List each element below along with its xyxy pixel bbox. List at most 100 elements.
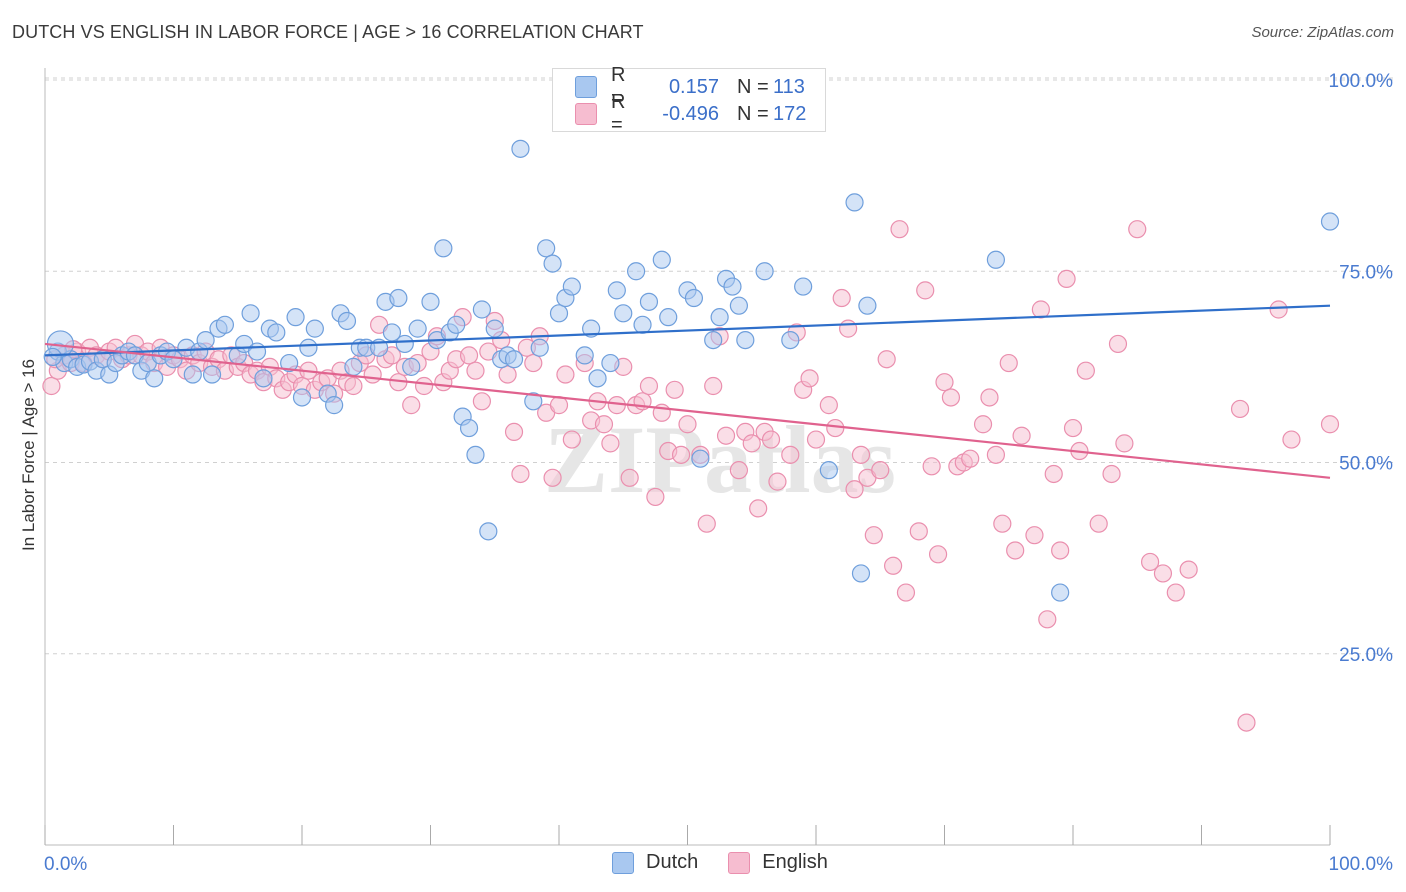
english-point: [459, 346, 479, 365]
english-point: [671, 445, 691, 464]
english-point: [961, 449, 980, 468]
english-trend-line: [44, 342, 1331, 479]
english-point: [1179, 560, 1198, 579]
english-point: [1031, 300, 1050, 319]
dutch-point: [344, 357, 363, 376]
dutch-swatch: [575, 76, 597, 98]
y-tick-label: 50.0%: [1339, 454, 1393, 475]
english-point: [639, 376, 659, 396]
dutch-point: [819, 461, 838, 480]
english-point: [973, 415, 993, 434]
english-point: [1140, 552, 1160, 572]
dutch-point: [723, 277, 742, 296]
y-tick-label: 25.0%: [1339, 645, 1393, 666]
dutch-point: [524, 392, 543, 411]
english-point: [1108, 334, 1128, 354]
english-point: [665, 380, 684, 399]
legend-label-english: English: [762, 851, 828, 873]
series-legend: Dutch English: [612, 851, 858, 874]
dutch-point: [639, 292, 659, 311]
dutch-point: [588, 369, 607, 388]
dutch-point: [575, 346, 594, 365]
dutch-point: [247, 342, 267, 361]
dutch-point: [1051, 583, 1070, 602]
dutch-point: [215, 315, 234, 334]
english-point: [909, 522, 928, 541]
english-point: [819, 396, 838, 415]
dutch-point: [543, 254, 562, 273]
trend-lines: [44, 304, 1331, 479]
n-label: N =: [737, 75, 769, 98]
english-point: [1102, 464, 1121, 484]
dutch-point: [267, 323, 286, 342]
r-label: R =: [611, 64, 626, 109]
english-point: [1230, 399, 1250, 419]
english-point: [511, 464, 530, 484]
english-point: [601, 434, 620, 453]
english-point: [466, 361, 485, 380]
correlation-legend: R = 0.157 N = 113 R = -0.496 N = 172: [552, 64, 826, 136]
english-point: [1089, 514, 1108, 533]
dutch-point: [845, 193, 864, 212]
axes: [44, 68, 1331, 846]
n-value: 172: [773, 102, 807, 125]
english-point: [1153, 564, 1173, 583]
english-point: [916, 281, 935, 300]
dutch-point: [299, 338, 318, 357]
x-tick-labels: 0.0% 100.0%: [44, 854, 1393, 875]
r-label: R =: [611, 91, 626, 136]
dutch-point: [389, 288, 408, 308]
dutch-point: [626, 262, 646, 281]
dutch-point: [1320, 212, 1340, 231]
y-axis-label: In Labor Force | Age > 16: [19, 359, 38, 551]
legend-item-dutch[interactable]: Dutch: [612, 851, 698, 874]
english-point: [562, 430, 581, 449]
english-point: [1051, 541, 1070, 560]
dutch-point: [684, 288, 704, 308]
english-point: [781, 445, 800, 464]
dutch-point: [286, 308, 305, 327]
chart-title: DUTCH VS ENGLISH IN LABOR FORCE | AGE > …: [12, 22, 644, 42]
english-point: [697, 514, 716, 533]
english-point: [42, 376, 61, 396]
english-point: [1282, 430, 1301, 449]
dutch-point: [305, 319, 324, 338]
english-point: [472, 392, 491, 411]
english-point: [896, 583, 916, 602]
english-point: [890, 220, 909, 239]
dutch-point: [858, 296, 877, 315]
dutch-point: [549, 304, 569, 323]
english-point: [941, 388, 961, 407]
dutch-point: [280, 353, 299, 373]
dutch-point: [562, 277, 581, 296]
dutch-point: [241, 304, 260, 323]
english-point: [742, 434, 761, 453]
english-point: [845, 480, 864, 499]
dutch-point: [691, 449, 710, 468]
english-point: [922, 457, 941, 476]
english-point: [402, 396, 421, 415]
english-point: [826, 418, 845, 438]
dutch-point: [659, 308, 678, 327]
dutch-swatch: [612, 851, 634, 874]
dutch-point: [704, 331, 723, 350]
dutch-point: [43, 347, 62, 367]
english-point: [1166, 583, 1185, 602]
dutch-point: [607, 281, 626, 300]
dutch-point: [710, 308, 729, 327]
dutch-point: [202, 365, 222, 384]
english-point: [594, 415, 614, 434]
n-label: N =: [737, 102, 769, 125]
legend-item-english[interactable]: English: [728, 851, 828, 874]
r-value: 0.157: [668, 75, 719, 98]
english-point: [839, 319, 858, 338]
x-tick-label: 0.0%: [44, 854, 87, 875]
dutch-point: [434, 239, 453, 258]
english-point: [1076, 361, 1095, 380]
dutch-point: [794, 277, 813, 296]
english-point: [851, 445, 871, 464]
english-point: [749, 499, 768, 518]
english-point: [1044, 464, 1063, 484]
english-point: [363, 365, 382, 384]
